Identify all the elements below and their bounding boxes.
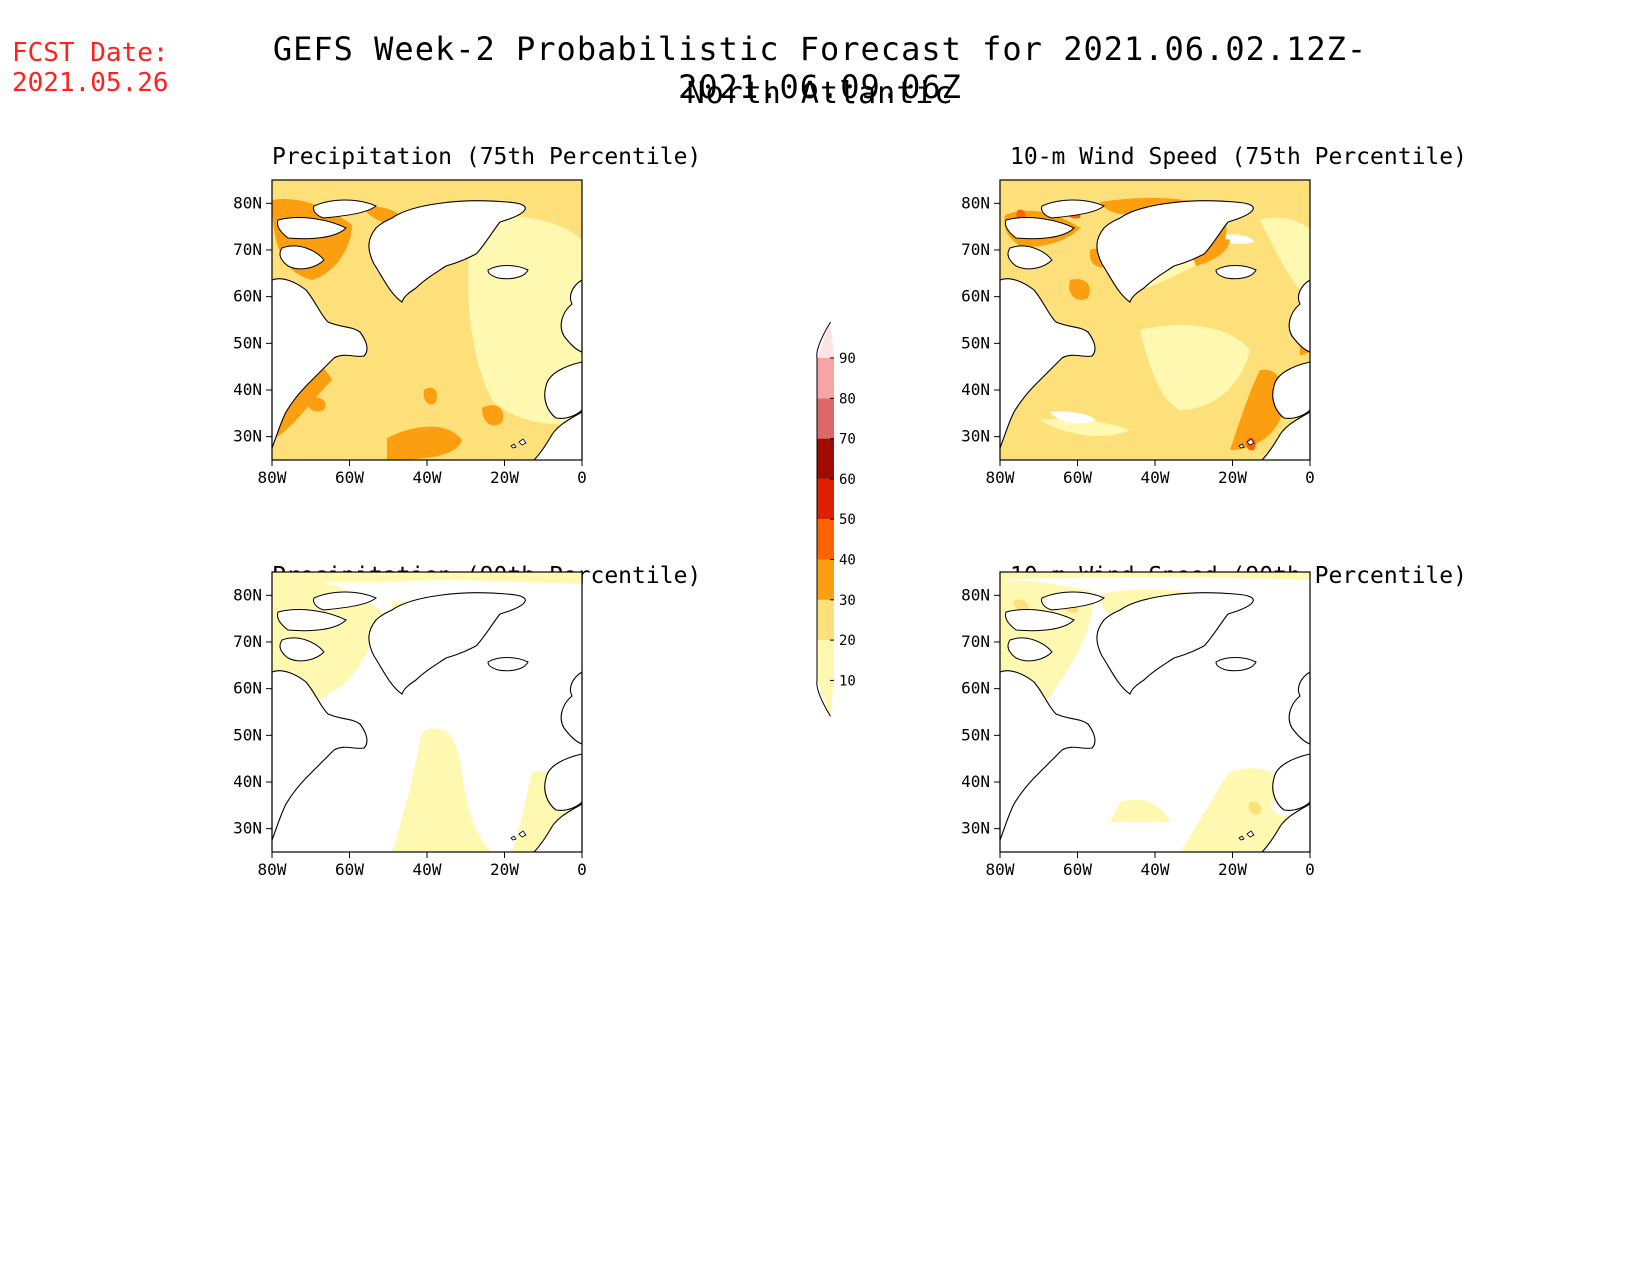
- colorbar-segment: [817, 398, 834, 439]
- lat-tick-label: 40N: [233, 380, 262, 399]
- lon-tick-label: 60W: [1063, 860, 1092, 879]
- page-title: GEFS Week-2 Probabilistic Forecast for 2…: [272, 30, 1368, 106]
- colorbar-tick-label: 70: [839, 432, 856, 448]
- lon-tick-label: 80W: [986, 468, 1015, 487]
- forecast-date-value: 2021.05.26: [12, 68, 169, 98]
- colorbar: 10 20 30 40 50 60 70 80 90: [816, 321, 856, 717]
- lat-tick-label: 70N: [961, 632, 990, 651]
- lat-tick-label: 40N: [233, 772, 262, 791]
- colorbar-lower-extension: [817, 680, 834, 717]
- lon-tick-label: 80W: [986, 860, 1015, 879]
- lon-tick-label: 80W: [258, 468, 287, 487]
- lat-tick-label: 50N: [961, 333, 990, 352]
- colorbar-tick-label: 40: [839, 553, 856, 569]
- lon-tick-label: 20W: [1218, 468, 1247, 487]
- lon-tick-label: 40W: [413, 860, 442, 879]
- lat-tick-label: 40N: [961, 380, 990, 399]
- colorbar-segment: [817, 438, 834, 479]
- lat-tick-label: 40N: [961, 772, 990, 791]
- colorbar-outline: [816, 321, 831, 717]
- colorbar-segment: [817, 478, 834, 520]
- lon-tick-label: 20W: [1218, 860, 1247, 879]
- forecast-date: FCST Date: 2021.05.26: [12, 38, 169, 98]
- lon-tick-label: 0: [577, 468, 587, 487]
- lat-tick-label: 60N: [233, 287, 262, 306]
- lon-tick-label: 40W: [413, 468, 442, 487]
- lat-tick-label: 80N: [233, 585, 262, 604]
- colorbar-segment: [817, 519, 834, 560]
- lat-tick-label: 50N: [233, 333, 262, 352]
- lat-tick-label: 60N: [233, 679, 262, 698]
- lon-tick-label: 60W: [335, 468, 364, 487]
- map-panel-precip-75: [271, 179, 583, 461]
- lat-tick-label: 30N: [233, 427, 262, 446]
- lat-tick-label: 60N: [961, 679, 990, 698]
- map-panel-wind-75: [999, 179, 1311, 461]
- page-subtitle: North Atlantic: [686, 76, 954, 111]
- lon-tick-label: 60W: [1063, 468, 1092, 487]
- colorbar-upper-extension: [817, 322, 834, 358]
- panel-title-wind-75: 10-m Wind Speed (75th Percentile): [1010, 144, 1467, 170]
- colorbar-tick-label: 10: [839, 673, 856, 689]
- panel-title-precip-75: Precipitation (75th Percentile): [272, 144, 702, 170]
- lat-tick-label: 60N: [961, 287, 990, 306]
- lon-tick-label: 0: [577, 860, 587, 879]
- map-panel-precip-90: [271, 571, 583, 853]
- lon-tick-label: 60W: [335, 860, 364, 879]
- lat-tick-label: 80N: [961, 193, 990, 212]
- lat-tick-label: 70N: [961, 240, 990, 259]
- lon-tick-label: 0: [1305, 860, 1315, 879]
- colorbar-tick-label: 50: [839, 512, 856, 528]
- colorbar-tick-label: 30: [839, 593, 856, 609]
- lat-tick-label: 30N: [961, 427, 990, 446]
- lon-tick-label: 80W: [258, 860, 287, 879]
- lon-tick-label: 0: [1305, 468, 1315, 487]
- lat-tick-label: 70N: [233, 632, 262, 651]
- colorbar-segment: [817, 358, 834, 399]
- colorbar-segment: [817, 559, 834, 600]
- lat-tick-label: 50N: [961, 725, 990, 744]
- forecast-date-label: FCST Date:: [12, 38, 169, 68]
- lat-tick-label: 80N: [233, 193, 262, 212]
- lat-tick-label: 30N: [961, 819, 990, 838]
- lat-tick-label: 70N: [233, 240, 262, 259]
- lat-tick-label: 50N: [233, 725, 262, 744]
- lat-tick-label: 30N: [233, 819, 262, 838]
- colorbar-tick-label: 80: [839, 391, 856, 407]
- lon-tick-label: 20W: [490, 468, 519, 487]
- colorbar-segment: [817, 599, 834, 641]
- lon-tick-label: 20W: [490, 860, 519, 879]
- colorbar-tick-label: 20: [839, 633, 856, 649]
- colorbar-tick-label: 60: [839, 472, 856, 488]
- colorbar-tick-label: 90: [839, 351, 856, 367]
- lat-tick-label: 80N: [961, 585, 990, 604]
- lon-tick-label: 40W: [1141, 860, 1170, 879]
- lon-tick-label: 40W: [1141, 468, 1170, 487]
- colorbar-segment: [817, 640, 834, 681]
- map-axes: 80N 70N 60N 50N 40N 30N 80W 60W 40W 20W 0 80N 70N 60N…: [233, 193, 1315, 879]
- map-panel-wind-90: [999, 571, 1311, 853]
